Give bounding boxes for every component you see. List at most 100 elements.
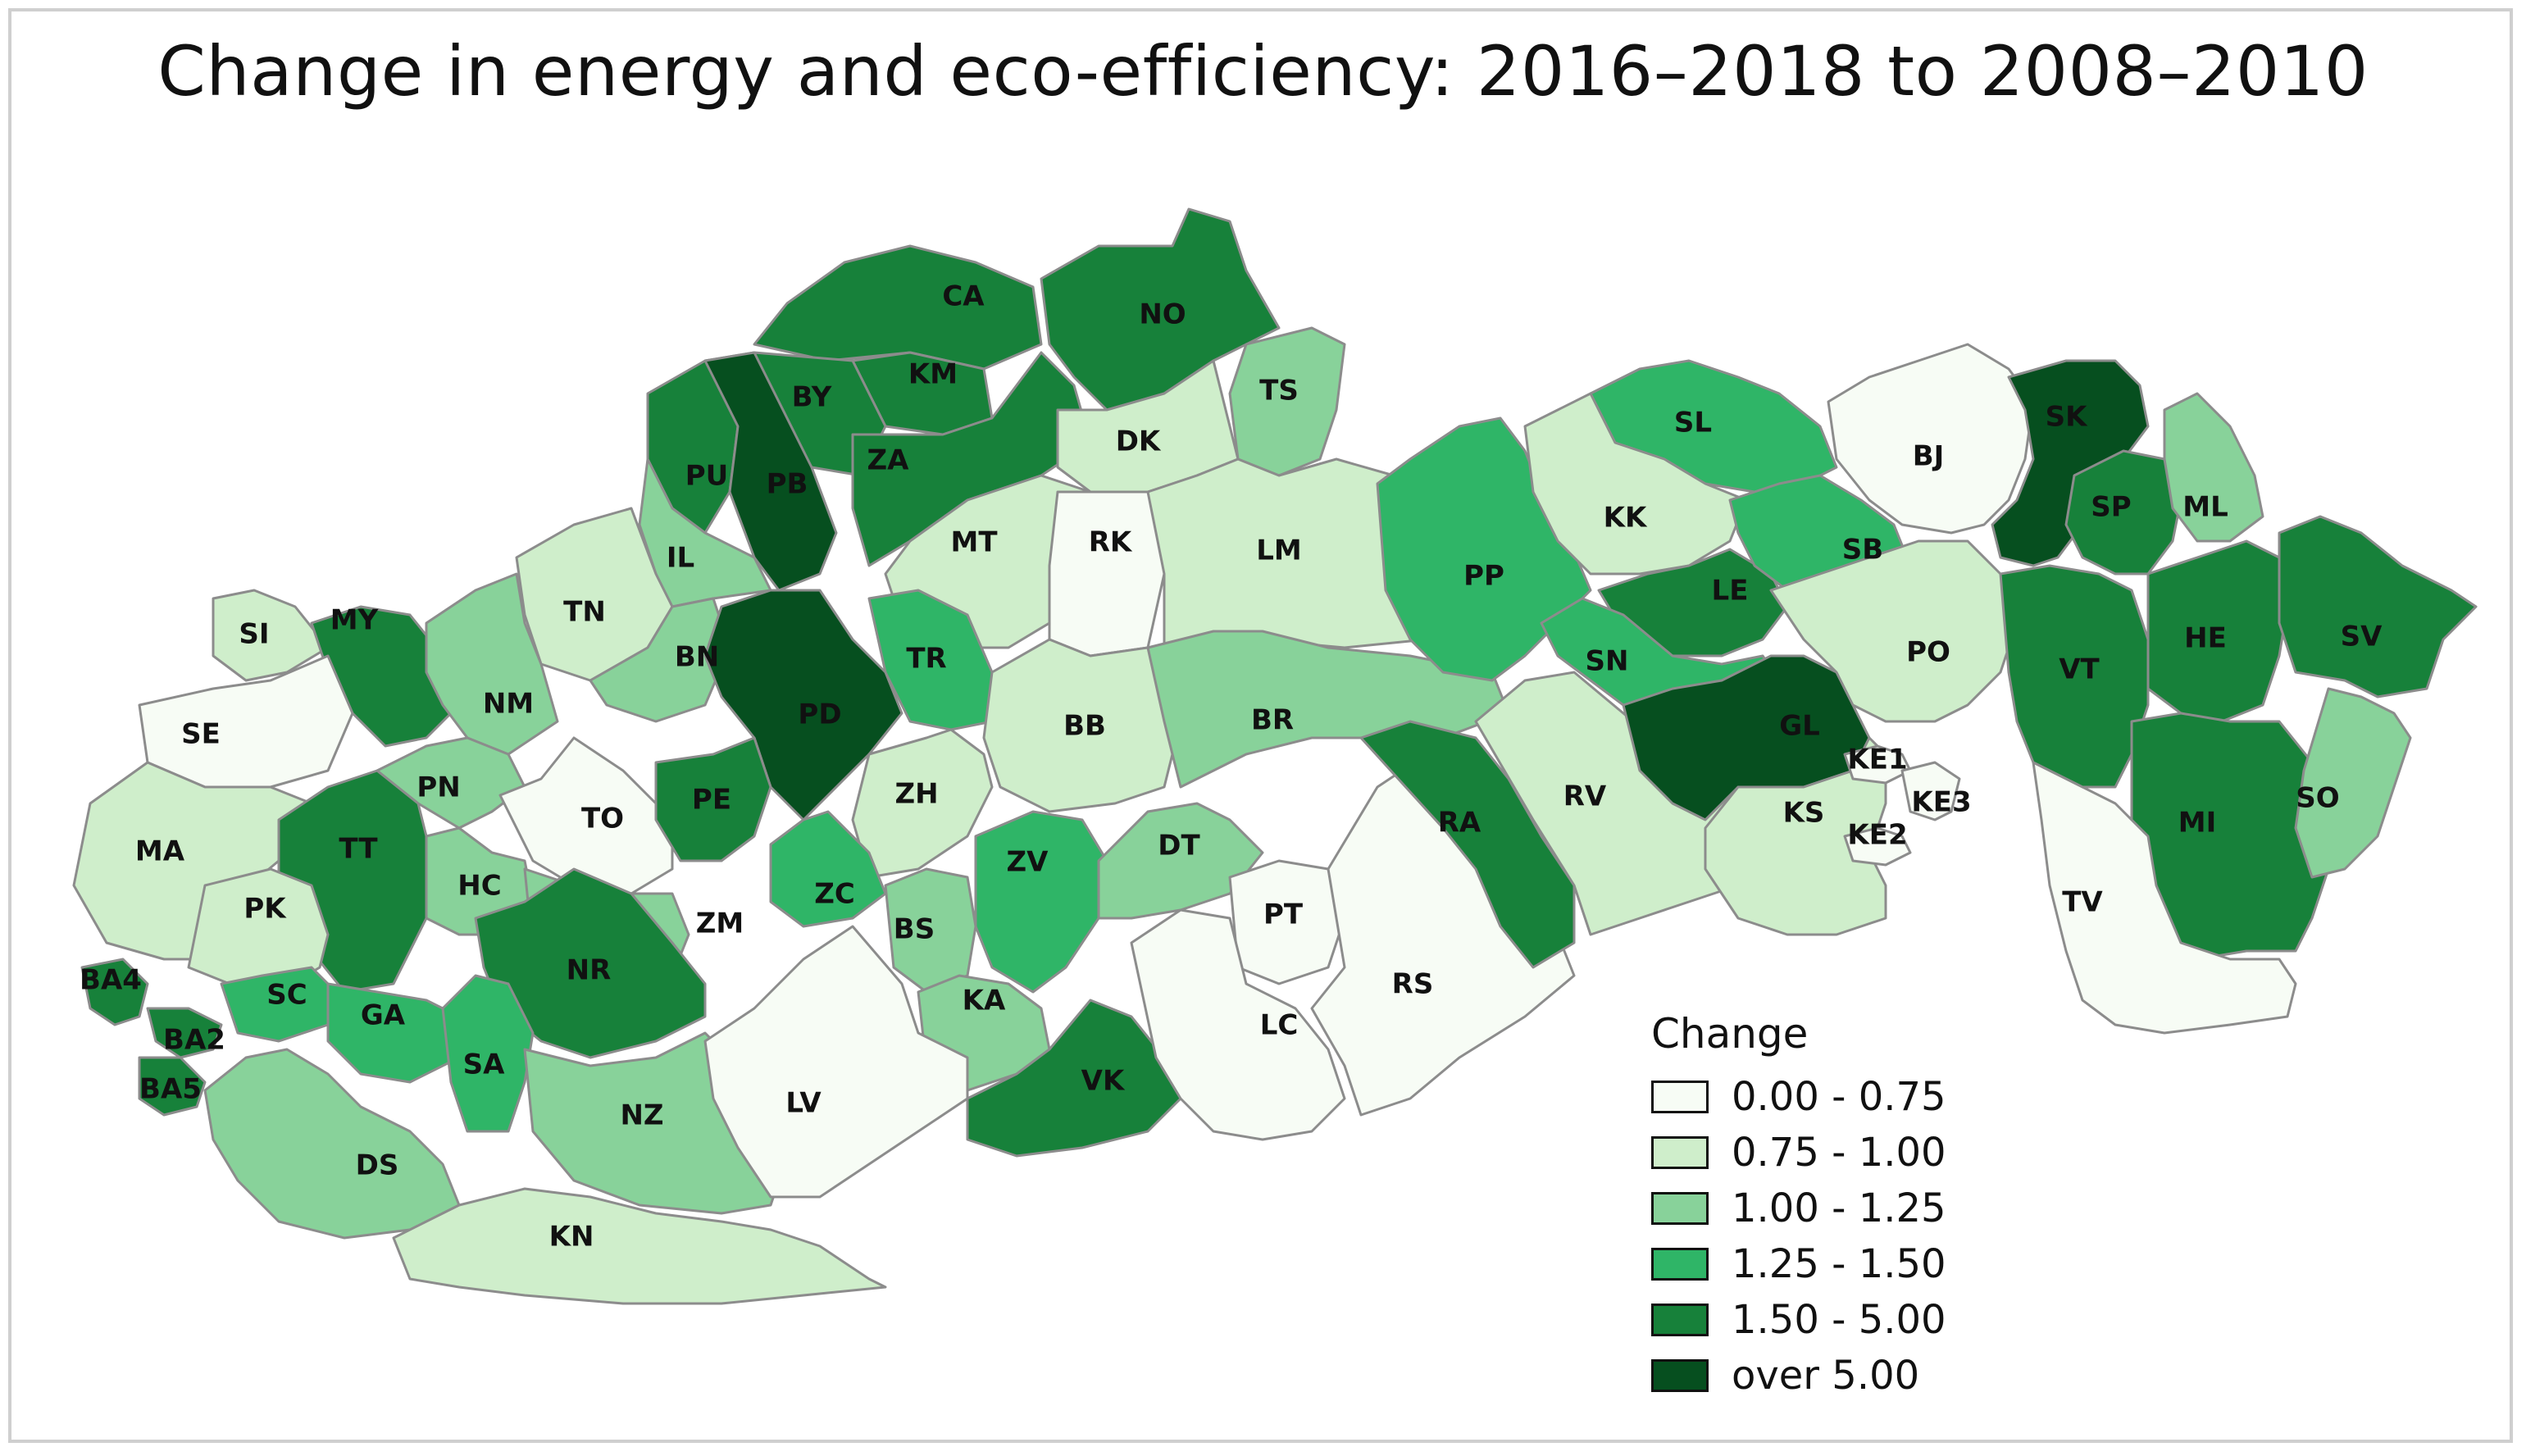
district-tv [2032, 761, 2297, 1035]
legend-item: 0.75 - 1.00 [1651, 1125, 1946, 1181]
district-label-my: MY [330, 604, 379, 637]
district-label-ba4: BA4 [80, 964, 142, 997]
district-label-ca: CA [942, 280, 985, 313]
district-label-ke1: KE1 [1847, 744, 1907, 776]
legend-swatch [1651, 1304, 1709, 1336]
district-label-so: SO [2296, 782, 2339, 815]
district-label-sp: SP [2091, 491, 2131, 524]
district-label-ts: TS [1259, 375, 1299, 407]
legend-swatch [1651, 1081, 1709, 1113]
district-label-pd: PD [798, 698, 841, 731]
district-labels: CA NO TS KM BY ZA PU PB DK MT RK LM IL TN SI MY SE NM BN PD… [80, 280, 2383, 1254]
legend-item: 1.50 - 5.00 [1651, 1292, 1946, 1348]
district-label-pk: PK [243, 893, 287, 926]
district-label-mi: MI [2178, 807, 2216, 839]
district-he [2146, 539, 2289, 723]
map-title: Change in energy and eco-efficiency: 201… [157, 31, 2369, 111]
district-label-he: HE [2184, 622, 2227, 655]
district-label-zh: ZH [894, 778, 938, 811]
legend-swatch [1651, 1248, 1709, 1281]
district-label-zv: ZV [1007, 846, 1049, 879]
district-label-zm: ZM [696, 908, 744, 940]
district-kn [392, 1187, 887, 1305]
district-lc [1130, 908, 1346, 1141]
district-label-rs: RS [1392, 968, 1434, 1001]
district-label-ba2: BA2 [163, 1024, 225, 1057]
district-sk [1991, 359, 2150, 567]
district-br [1146, 630, 1510, 789]
district-label-dk: DK [1116, 425, 1162, 458]
district-label-ra: RA [1438, 807, 1481, 839]
district-label-sl: SL [1674, 407, 1712, 439]
legend-title: Change [1651, 1010, 1809, 1058]
district-pt [1228, 859, 1346, 985]
district-label-bs: BS [894, 913, 935, 946]
district-bs [884, 867, 977, 994]
district-label-le: LE [1712, 575, 1749, 607]
district-zv [974, 810, 1108, 994]
legend-swatch [1651, 1359, 1709, 1392]
district-label-to: TO [581, 803, 624, 835]
district-ml [2163, 392, 2264, 543]
district-pb [703, 351, 838, 592]
district-ra [1359, 720, 1576, 969]
district-label-po: PO [1906, 636, 1950, 669]
district-label-vt: VT [2059, 653, 2100, 686]
district-label-ka: KA [963, 985, 1006, 1017]
district-no [1040, 207, 1281, 412]
district-sa [441, 974, 535, 1133]
district-si [212, 589, 330, 682]
district-pe [654, 736, 772, 862]
legend-item: 0.00 - 0.75 [1651, 1069, 1946, 1125]
district-label-no: NO [1139, 298, 1186, 331]
district-label-lm: LM [1256, 535, 1302, 567]
district-label-dt: DT [1158, 830, 1200, 862]
legend-swatch [1651, 1136, 1709, 1169]
district-label-lc: LC [1260, 1009, 1299, 1042]
district-label-nr: NR [567, 954, 612, 987]
district-ke2 [1843, 826, 1912, 867]
district-label-tv: TV [2062, 886, 2103, 919]
district-label-mt: MT [950, 526, 998, 559]
district-label-za: ZA [867, 444, 910, 477]
district-label-ma: MA [135, 835, 185, 868]
district-label-ml: ML [2182, 491, 2228, 524]
district-label-kn: KN [549, 1221, 594, 1254]
district-label-sv: SV [2341, 621, 2383, 653]
district-label-lv: LV [785, 1087, 822, 1120]
district-label-rk: RK [1089, 526, 1133, 559]
legend-label: 0.00 - 0.75 [1732, 1074, 1946, 1120]
district-label-pt: PT [1263, 899, 1304, 931]
district-label-tn: TN [563, 596, 606, 629]
district-label-zc: ZC [814, 878, 855, 911]
legend-label: 0.75 - 1.00 [1732, 1130, 1946, 1176]
district-label-bb: BB [1063, 710, 1106, 743]
district-label-vk: VK [1081, 1065, 1126, 1098]
district-label-ba5: BA5 [139, 1073, 202, 1106]
district-label-sa: SA [463, 1049, 505, 1081]
legend-item: 1.00 - 1.25 [1651, 1181, 1946, 1236]
districts-layer [72, 207, 2478, 1305]
district-pk [187, 867, 330, 994]
district-label-kk: KK [1604, 502, 1648, 535]
district-label-sk: SK [2046, 401, 2088, 434]
legend-item: over 5.00 [1651, 1348, 1946, 1404]
district-label-pe: PE [692, 784, 731, 817]
district-label-nm: NM [483, 688, 534, 721]
legend-label: 1.00 - 1.25 [1732, 1185, 1946, 1231]
district-label-br: BR [1251, 704, 1294, 737]
district-lv [703, 925, 969, 1199]
legend-label: over 5.00 [1732, 1353, 1920, 1399]
legend-label: 1.25 - 1.50 [1732, 1241, 1946, 1287]
district-sp [2064, 449, 2182, 576]
district-rk [1048, 490, 1166, 657]
district-label-by: BY [792, 381, 832, 414]
district-label-ke3: KE3 [1911, 786, 1971, 819]
district-ds [203, 1048, 461, 1240]
district-sv [2278, 515, 2478, 698]
district-label-sc: SC [266, 979, 307, 1012]
district-label-bn: BN [675, 641, 719, 674]
legend: Change 0.00 - 0.75 0.75 - 1.00 1.00 - 1.… [1651, 1010, 1946, 1404]
district-ba5 [138, 1056, 207, 1117]
